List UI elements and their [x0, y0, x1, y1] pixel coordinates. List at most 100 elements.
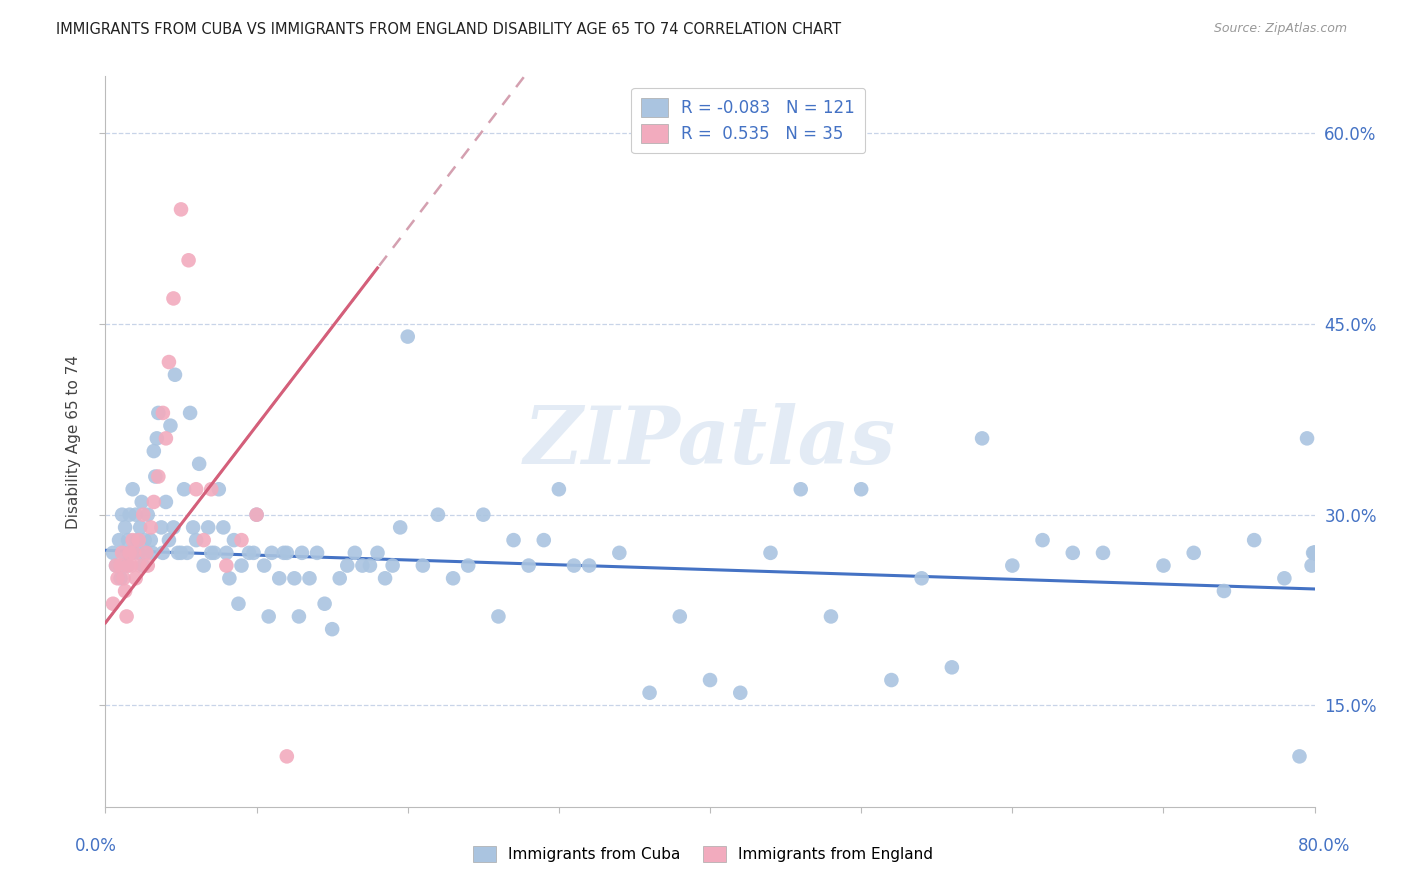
Point [177, 253, 200, 268]
Point [129, 520, 152, 534]
Point [374, 571, 396, 585]
Point [202, 546, 225, 560]
Text: 0.0%: 0.0% [75, 837, 117, 855]
Point [366, 546, 388, 560]
Point [124, 571, 148, 585]
Point [1301, 558, 1323, 573]
Point [142, 495, 165, 509]
Point [1296, 431, 1319, 445]
Point [107, 571, 129, 585]
Point [231, 558, 253, 573]
Point [218, 571, 240, 585]
Point [1303, 546, 1326, 560]
Text: IMMIGRANTS FROM CUBA VS IMMIGRANTS FROM ENGLAND DISABILITY AGE 65 TO 74 CORRELAT: IMMIGRANTS FROM CUBA VS IMMIGRANTS FROM … [56, 22, 841, 37]
Point [759, 546, 782, 560]
Point [1288, 749, 1310, 764]
Point [314, 597, 336, 611]
Point [122, 546, 145, 560]
Point [139, 520, 162, 534]
Point [162, 520, 184, 534]
Point [118, 546, 141, 560]
Point [200, 482, 222, 496]
Point [412, 558, 434, 573]
Point [273, 546, 295, 560]
Point [127, 533, 149, 548]
Point [276, 749, 298, 764]
Legend: R = -0.083   N = 121, R =  0.535   N = 35: R = -0.083 N = 121, R = 0.535 N = 35 [631, 87, 865, 153]
Point [193, 558, 215, 573]
Point [941, 660, 963, 674]
Point [132, 508, 155, 522]
Point [117, 558, 139, 573]
Point [111, 508, 134, 522]
Point [117, 533, 139, 548]
Point [1092, 546, 1115, 560]
Point [336, 558, 359, 573]
Point [105, 558, 128, 573]
Point [609, 546, 631, 560]
Point [441, 571, 464, 585]
Point [114, 584, 136, 599]
Point [562, 558, 585, 573]
Point [118, 508, 141, 522]
Point [329, 571, 352, 585]
Point [242, 546, 264, 560]
Point [699, 673, 721, 687]
Point [260, 546, 283, 560]
Point [152, 406, 174, 420]
Point [131, 495, 153, 509]
Point [176, 546, 198, 560]
Point [1153, 558, 1175, 573]
Point [1243, 533, 1265, 548]
Point [517, 558, 540, 573]
Point [212, 520, 235, 534]
Point [110, 571, 132, 585]
Point [150, 520, 173, 534]
Point [291, 546, 314, 560]
Point [155, 495, 177, 509]
Point [548, 482, 571, 496]
Point [170, 546, 193, 560]
Point [1303, 546, 1326, 560]
Point [128, 533, 150, 548]
Point [1303, 546, 1326, 560]
Point [162, 292, 184, 306]
Point [159, 418, 181, 433]
Point [139, 533, 162, 548]
Point [228, 597, 250, 611]
Point [1303, 546, 1326, 560]
Point [157, 533, 180, 548]
Point [186, 482, 208, 496]
Point [173, 482, 195, 496]
Point [181, 520, 204, 534]
Point [112, 546, 135, 560]
Point [389, 520, 412, 534]
Point [148, 406, 170, 420]
Point [288, 609, 311, 624]
Point [790, 482, 813, 496]
Point [533, 533, 555, 548]
Point [307, 546, 329, 560]
Point [215, 546, 238, 560]
Point [1274, 571, 1296, 585]
Point [157, 355, 180, 369]
Point [1302, 546, 1324, 560]
Point [215, 558, 238, 573]
Point [246, 508, 269, 522]
Point [111, 546, 134, 560]
Point [115, 609, 138, 624]
Point [970, 431, 993, 445]
Point [155, 431, 177, 445]
Point [208, 482, 231, 496]
Point [276, 546, 298, 560]
Point [193, 533, 215, 548]
Point [143, 469, 166, 483]
Point [163, 368, 186, 382]
Point [128, 546, 150, 560]
Point [472, 508, 495, 522]
Point [200, 546, 222, 560]
Point [321, 622, 343, 636]
Point [849, 482, 872, 496]
Point [298, 571, 321, 585]
Text: ZIPatlas: ZIPatlas [524, 403, 896, 480]
